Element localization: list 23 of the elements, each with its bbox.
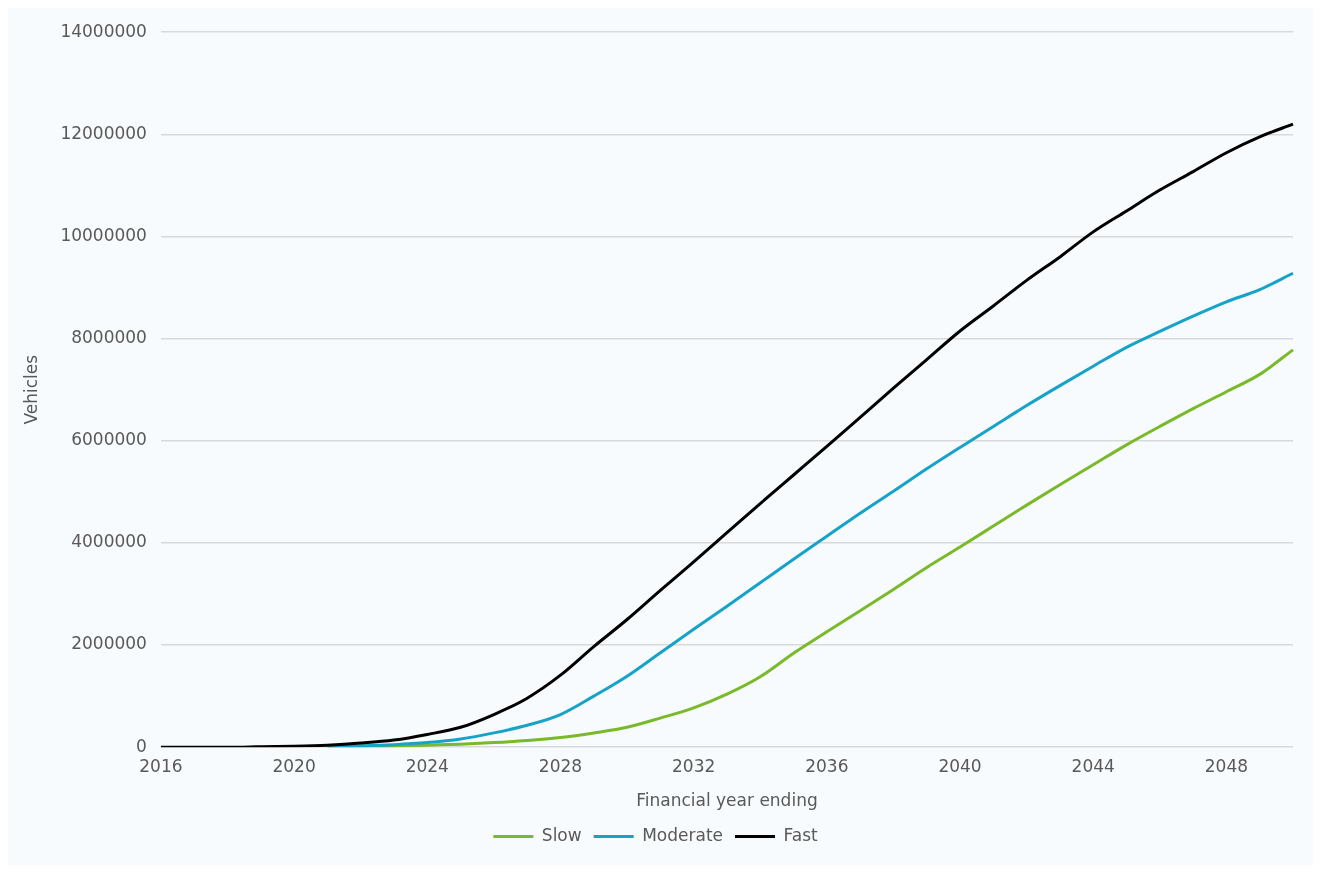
x-tick-label: 2028 [538,755,583,776]
y-tick-label: 14000000 [60,20,147,41]
x-tick-label: 2016 [139,755,183,776]
x-tick-label: 2048 [1204,755,1249,776]
x-tick-label: 2024 [405,755,449,776]
x-tick-label: 2044 [1071,755,1115,776]
y-tick-label: 10000000 [60,224,147,245]
y-tick-label: 8000000 [71,327,147,348]
legend-label: Moderate [642,824,724,845]
y-tick-label: 12000000 [60,122,147,143]
y-tick-label: 6000000 [71,429,147,450]
x-tick-label: 2036 [805,755,849,776]
x-axis-title: Financial year ending [636,790,818,811]
x-tick-label: 2040 [938,755,982,776]
x-tick-label: 2020 [272,755,316,776]
legend-label: Fast [783,824,818,845]
y-tick-label: 0 [136,735,147,756]
y-tick-label: 2000000 [71,633,147,654]
y-tick-label: 4000000 [71,531,147,552]
x-tick-label: 2032 [672,755,716,776]
line-series [159,122,1295,748]
y-axis-title: Vehicles [20,354,41,425]
legend-label: Slow [541,824,582,845]
